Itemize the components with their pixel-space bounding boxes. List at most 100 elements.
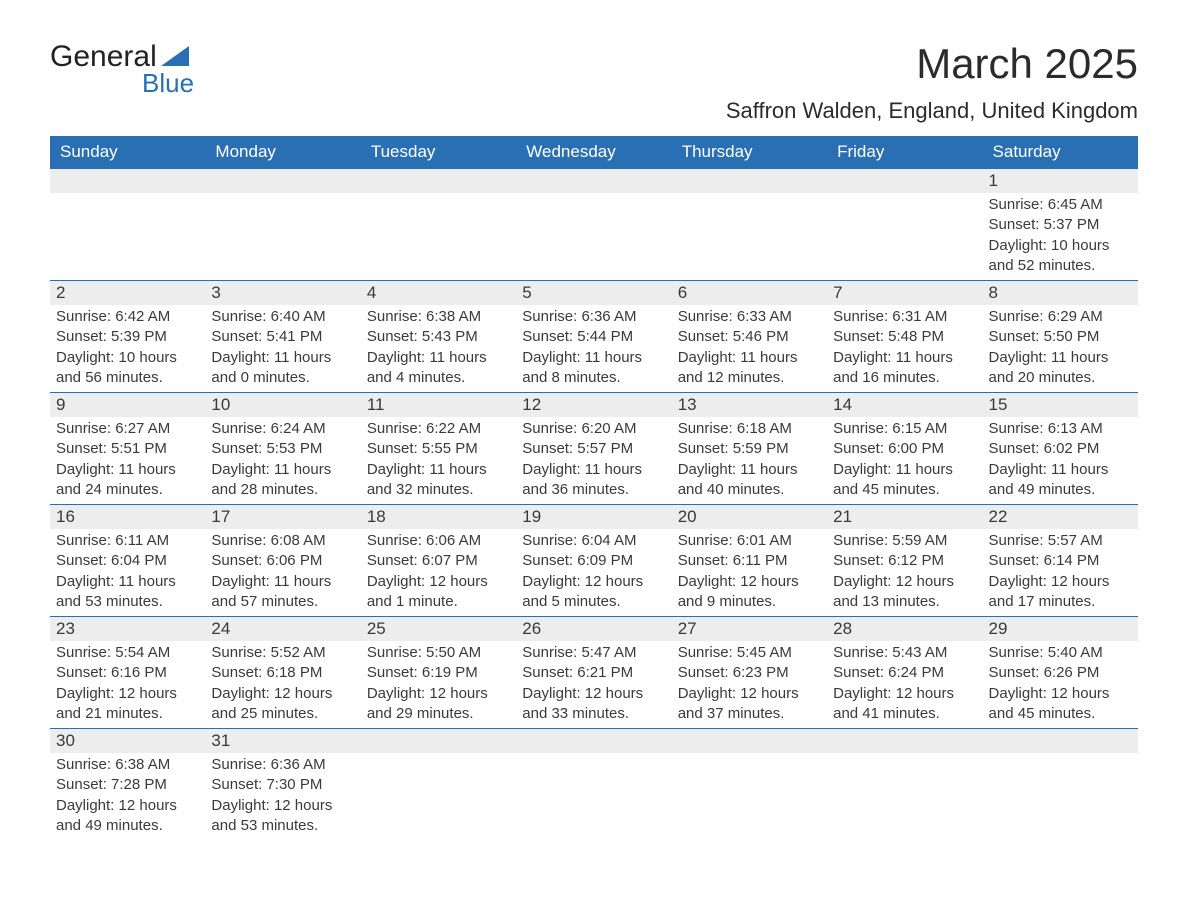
day-number [205, 169, 360, 193]
day-details [827, 753, 982, 829]
calendar-day: 28Sunrise: 5:43 AMSunset: 6:24 PMDayligh… [827, 617, 982, 729]
day-details: Sunrise: 5:40 AMSunset: 6:26 PMDaylight:… [983, 641, 1138, 728]
calendar-day: 22Sunrise: 5:57 AMSunset: 6:14 PMDayligh… [983, 505, 1138, 617]
day-details: Sunrise: 6:36 AMSunset: 5:44 PMDaylight:… [516, 305, 671, 392]
day-details: Sunrise: 6:27 AMSunset: 5:51 PMDaylight:… [50, 417, 205, 504]
day-number: 25 [361, 617, 516, 641]
day-details: Sunrise: 6:08 AMSunset: 6:06 PMDaylight:… [205, 529, 360, 616]
calendar-week: 16Sunrise: 6:11 AMSunset: 6:04 PMDayligh… [50, 505, 1138, 617]
day-details [361, 753, 516, 829]
day-number [516, 169, 671, 193]
day-header-row: SundayMondayTuesdayWednesdayThursdayFrid… [50, 136, 1138, 169]
day-number: 2 [50, 281, 205, 305]
day-number: 7 [827, 281, 982, 305]
calendar-day: 20Sunrise: 6:01 AMSunset: 6:11 PMDayligh… [672, 505, 827, 617]
day-number: 22 [983, 505, 1138, 529]
day-header: Friday [827, 136, 982, 169]
day-number: 14 [827, 393, 982, 417]
day-details: Sunrise: 6:13 AMSunset: 6:02 PMDaylight:… [983, 417, 1138, 504]
calendar-empty [205, 169, 360, 281]
day-number: 19 [516, 505, 671, 529]
day-details: Sunrise: 5:47 AMSunset: 6:21 PMDaylight:… [516, 641, 671, 728]
calendar-week: 23Sunrise: 5:54 AMSunset: 6:16 PMDayligh… [50, 617, 1138, 729]
location: Saffron Walden, England, United Kingdom [726, 98, 1138, 124]
calendar-day: 19Sunrise: 6:04 AMSunset: 6:09 PMDayligh… [516, 505, 671, 617]
day-details: Sunrise: 6:11 AMSunset: 6:04 PMDaylight:… [50, 529, 205, 616]
day-number [672, 729, 827, 753]
calendar-day: 4Sunrise: 6:38 AMSunset: 5:43 PMDaylight… [361, 281, 516, 393]
day-details [516, 753, 671, 829]
day-details: Sunrise: 6:20 AMSunset: 5:57 PMDaylight:… [516, 417, 671, 504]
day-details: Sunrise: 5:54 AMSunset: 6:16 PMDaylight:… [50, 641, 205, 728]
day-details: Sunrise: 5:45 AMSunset: 6:23 PMDaylight:… [672, 641, 827, 728]
header: General Blue March 2025 Saffron Walden, … [50, 40, 1138, 124]
day-details: Sunrise: 5:59 AMSunset: 6:12 PMDaylight:… [827, 529, 982, 616]
day-number: 1 [983, 169, 1138, 193]
day-details: Sunrise: 6:04 AMSunset: 6:09 PMDaylight:… [516, 529, 671, 616]
calendar-day: 18Sunrise: 6:06 AMSunset: 6:07 PMDayligh… [361, 505, 516, 617]
calendar-day: 11Sunrise: 6:22 AMSunset: 5:55 PMDayligh… [361, 393, 516, 505]
day-number: 31 [205, 729, 360, 753]
day-number: 21 [827, 505, 982, 529]
calendar-day: 25Sunrise: 5:50 AMSunset: 6:19 PMDayligh… [361, 617, 516, 729]
logo-text-top: General [50, 40, 157, 74]
day-number: 16 [50, 505, 205, 529]
calendar-day: 29Sunrise: 5:40 AMSunset: 6:26 PMDayligh… [983, 617, 1138, 729]
day-details: Sunrise: 6:33 AMSunset: 5:46 PMDaylight:… [672, 305, 827, 392]
calendar-day: 16Sunrise: 6:11 AMSunset: 6:04 PMDayligh… [50, 505, 205, 617]
day-details: Sunrise: 6:22 AMSunset: 5:55 PMDaylight:… [361, 417, 516, 504]
day-details [672, 193, 827, 269]
day-number: 15 [983, 393, 1138, 417]
calendar-empty [983, 729, 1138, 841]
day-header: Thursday [672, 136, 827, 169]
day-details: Sunrise: 5:50 AMSunset: 6:19 PMDaylight:… [361, 641, 516, 728]
calendar-table: SundayMondayTuesdayWednesdayThursdayFrid… [50, 136, 1138, 840]
day-details [516, 193, 671, 269]
calendar-empty [516, 729, 671, 841]
day-number [983, 729, 1138, 753]
day-details: Sunrise: 6:36 AMSunset: 7:30 PMDaylight:… [205, 753, 360, 840]
calendar-day: 24Sunrise: 5:52 AMSunset: 6:18 PMDayligh… [205, 617, 360, 729]
calendar-week: 9Sunrise: 6:27 AMSunset: 5:51 PMDaylight… [50, 393, 1138, 505]
calendar-day: 13Sunrise: 6:18 AMSunset: 5:59 PMDayligh… [672, 393, 827, 505]
day-number: 27 [672, 617, 827, 641]
day-details: Sunrise: 6:24 AMSunset: 5:53 PMDaylight:… [205, 417, 360, 504]
calendar-day: 23Sunrise: 5:54 AMSunset: 6:16 PMDayligh… [50, 617, 205, 729]
day-header: Tuesday [361, 136, 516, 169]
day-header: Wednesday [516, 136, 671, 169]
calendar-day: 31Sunrise: 6:36 AMSunset: 7:30 PMDayligh… [205, 729, 360, 841]
page-title: March 2025 [726, 40, 1138, 88]
calendar-week: 30Sunrise: 6:38 AMSunset: 7:28 PMDayligh… [50, 729, 1138, 841]
day-number: 6 [672, 281, 827, 305]
calendar-empty [361, 729, 516, 841]
day-number [516, 729, 671, 753]
calendar-day: 26Sunrise: 5:47 AMSunset: 6:21 PMDayligh… [516, 617, 671, 729]
day-number: 13 [672, 393, 827, 417]
day-number: 20 [672, 505, 827, 529]
day-details: Sunrise: 6:40 AMSunset: 5:41 PMDaylight:… [205, 305, 360, 392]
day-details: Sunrise: 6:45 AMSunset: 5:37 PMDaylight:… [983, 193, 1138, 280]
day-details: Sunrise: 6:01 AMSunset: 6:11 PMDaylight:… [672, 529, 827, 616]
day-number: 30 [50, 729, 205, 753]
day-number: 3 [205, 281, 360, 305]
day-number: 11 [361, 393, 516, 417]
calendar-empty [827, 729, 982, 841]
day-header: Saturday [983, 136, 1138, 169]
calendar-empty [50, 169, 205, 281]
day-number: 29 [983, 617, 1138, 641]
day-details: Sunrise: 5:57 AMSunset: 6:14 PMDaylight:… [983, 529, 1138, 616]
calendar-day: 5Sunrise: 6:36 AMSunset: 5:44 PMDaylight… [516, 281, 671, 393]
day-details: Sunrise: 6:38 AMSunset: 5:43 PMDaylight:… [361, 305, 516, 392]
day-number: 17 [205, 505, 360, 529]
day-header: Monday [205, 136, 360, 169]
day-details [50, 193, 205, 269]
day-number [361, 169, 516, 193]
calendar-day: 2Sunrise: 6:42 AMSunset: 5:39 PMDaylight… [50, 281, 205, 393]
day-number [361, 729, 516, 753]
day-details: Sunrise: 6:29 AMSunset: 5:50 PMDaylight:… [983, 305, 1138, 392]
day-number: 10 [205, 393, 360, 417]
day-number: 28 [827, 617, 982, 641]
day-details: Sunrise: 6:18 AMSunset: 5:59 PMDaylight:… [672, 417, 827, 504]
day-details: Sunrise: 6:38 AMSunset: 7:28 PMDaylight:… [50, 753, 205, 840]
day-details: Sunrise: 5:52 AMSunset: 6:18 PMDaylight:… [205, 641, 360, 728]
